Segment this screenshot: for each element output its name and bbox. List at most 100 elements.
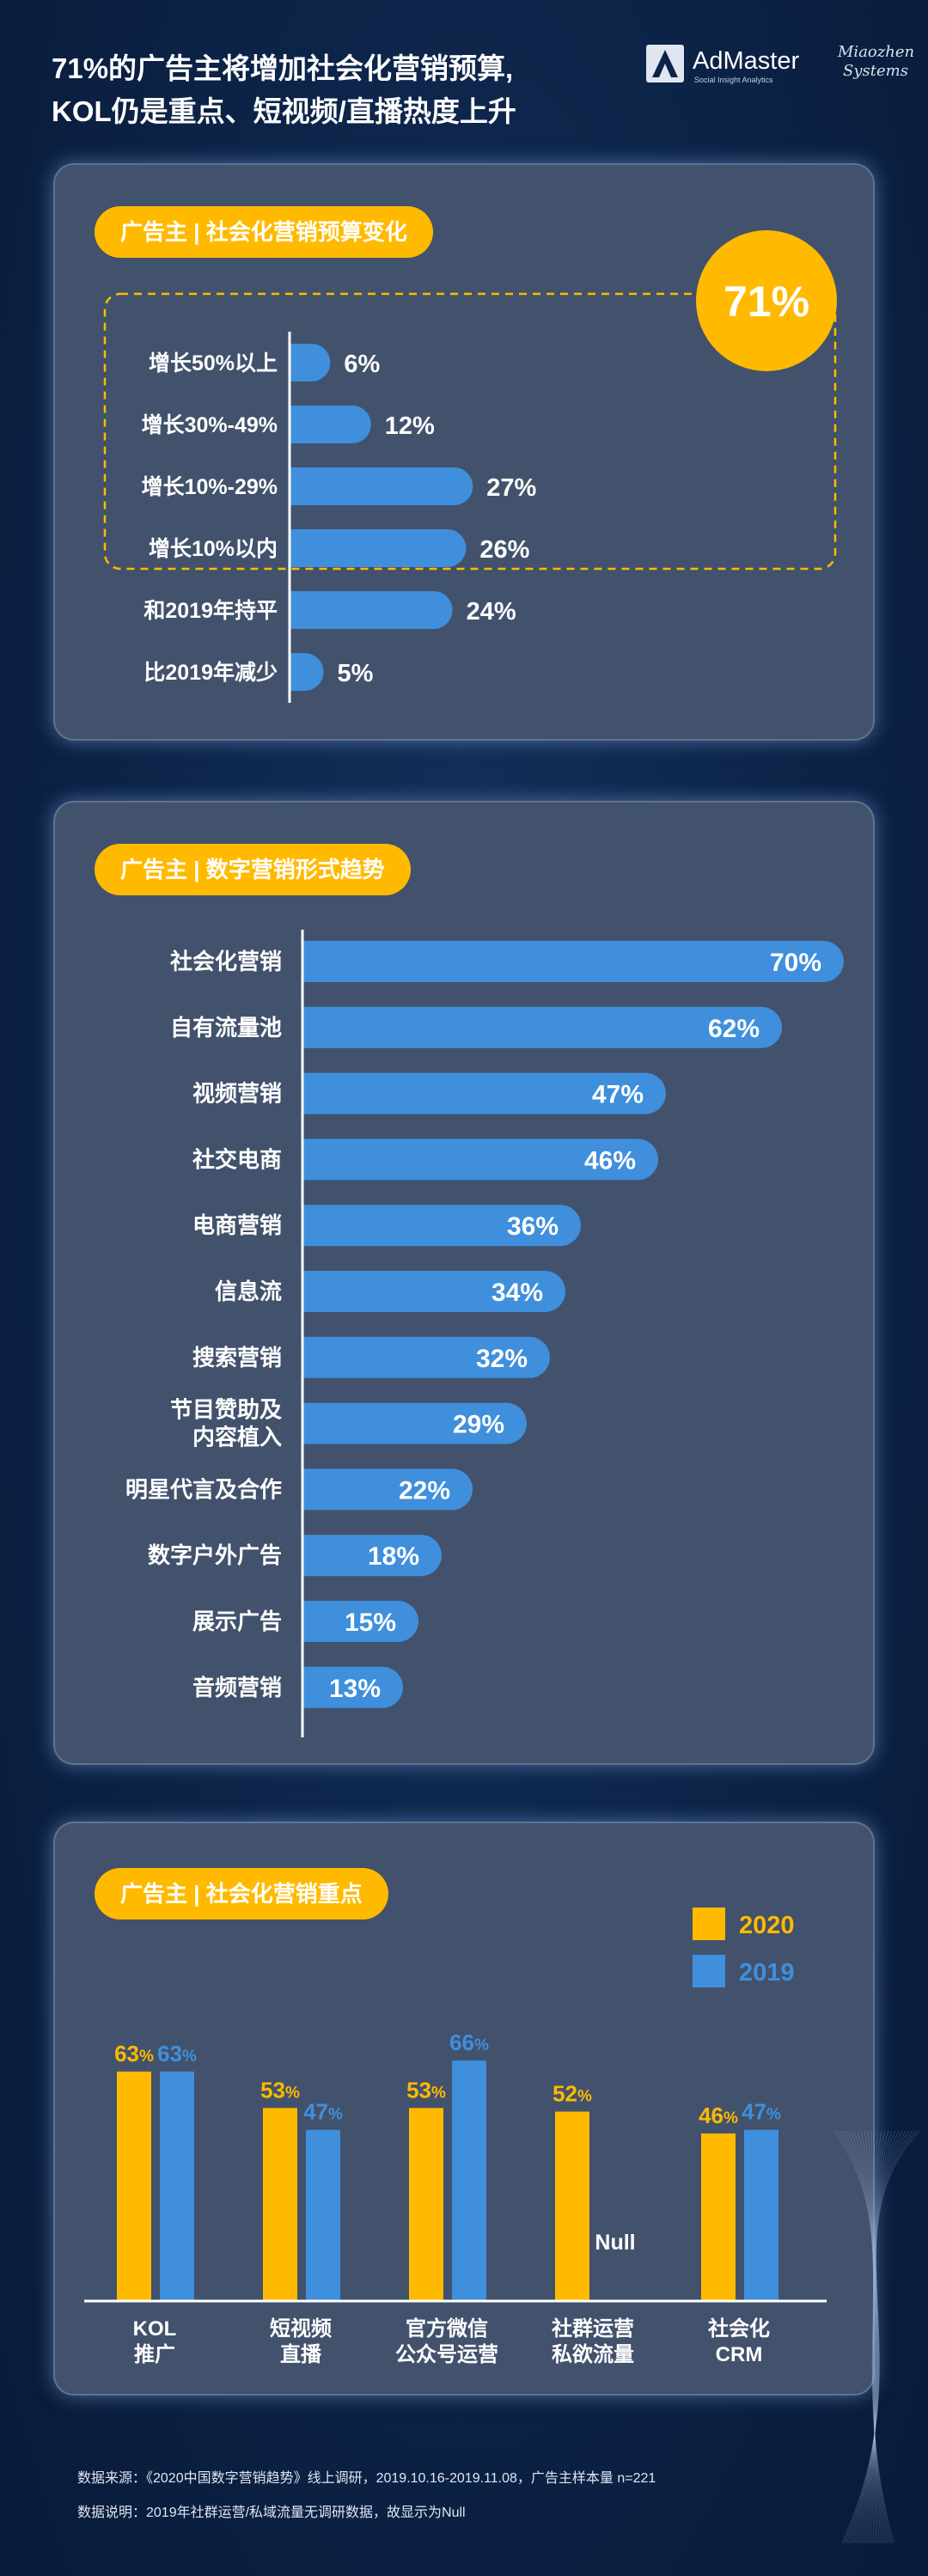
swirl-line xyxy=(843,2131,917,2543)
swirl-line xyxy=(864,2131,882,2543)
bar xyxy=(302,1205,581,1247)
swirl-line xyxy=(870,2131,876,2543)
budget-change-panel: 广告主 | 社会化营销预算变化 71% 增长50%以上 6% 增长30%-49% 12%… xyxy=(53,163,875,741)
bar xyxy=(302,1072,666,1114)
swirl-line xyxy=(847,2131,910,2543)
swirl-line xyxy=(856,2131,896,2543)
value-label: 32% xyxy=(476,1345,528,1373)
value-label: 53% xyxy=(406,2077,446,2103)
bar xyxy=(290,653,324,691)
swirl-line xyxy=(841,2131,920,2543)
bar xyxy=(302,1138,658,1181)
swirl-line xyxy=(868,2131,876,2543)
swirl-line xyxy=(857,2131,880,2543)
decorative-swirl xyxy=(833,2131,920,2543)
category-label: 和2019年持平 xyxy=(143,598,278,623)
category-label: 社群运营私欲流量 xyxy=(552,2317,634,2366)
bar xyxy=(302,1271,565,1312)
value-label: 63% xyxy=(114,2041,154,2066)
category-label: 社会化 CRM xyxy=(708,2317,770,2366)
legend-swatch xyxy=(693,1955,725,1987)
swirl-line xyxy=(853,2131,882,2543)
value-label: 34% xyxy=(491,1279,543,1307)
value-label: 24% xyxy=(467,598,516,626)
admaster-logo-text: AdMaster xyxy=(693,47,799,75)
swirl-line xyxy=(839,2131,890,2543)
bar xyxy=(452,2060,486,2301)
category-label: 增长30%-49% xyxy=(142,412,278,437)
value-label: 46% xyxy=(584,1146,636,1175)
budget-change-pill: 广告主 | 社会化营销预算变化 xyxy=(95,206,433,258)
category-label: 社交电商 xyxy=(192,1146,282,1172)
value-label: 26% xyxy=(479,536,529,564)
bar xyxy=(302,1666,403,1708)
category-label: KOL 推广 xyxy=(133,2317,177,2366)
callout-value: 71% xyxy=(723,278,809,326)
value-label: 47% xyxy=(742,2099,781,2125)
category-label: 增长10%-29% xyxy=(142,474,278,499)
value-label: 13% xyxy=(329,1675,381,1703)
bar xyxy=(302,1402,527,1444)
marketing-trend-pill: 广告主 | 数字营销形式趋势 xyxy=(95,844,411,895)
marketing-trend-chart: 社会化营销 70% 自有流量池 62% 视频营销 47% 社交电商 46% 电商营销 36% 信息流… xyxy=(125,930,844,1737)
bar xyxy=(744,2129,778,2301)
budget-change-chart: 71% 增长50%以上 6% 增长30%-49% 12% 增长10%-29% 27% 增长10… xyxy=(103,230,837,703)
category-label: 音频营销 xyxy=(192,1675,282,1700)
swirl-line xyxy=(852,2131,903,2543)
swirl-line xyxy=(836,2131,893,2543)
category-label: 短视频直播 xyxy=(270,2317,332,2366)
value-label: 29% xyxy=(453,1411,504,1439)
value-label: 18% xyxy=(368,1542,419,1571)
highlight-box xyxy=(103,292,837,571)
legend-label: 2020 xyxy=(739,1912,795,1939)
category-label: 节目赞助及内容植入 xyxy=(170,1397,282,1450)
swirl-line xyxy=(866,2131,879,2543)
swirl-line xyxy=(864,2131,876,2543)
bar xyxy=(701,2133,736,2301)
bar xyxy=(409,2108,443,2301)
bar xyxy=(117,2071,151,2301)
value-label: 22% xyxy=(399,1476,450,1505)
page-title-line1: 71%的广告主将增加社会化营销预算, xyxy=(52,52,514,84)
category-label: 信息流 xyxy=(215,1279,282,1304)
category-label: 官方微信公众号运营 xyxy=(395,2317,498,2366)
bar xyxy=(290,406,371,443)
value-label: 70% xyxy=(770,949,821,977)
value-label: 47% xyxy=(592,1081,644,1109)
swirl-line xyxy=(853,2131,900,2543)
category-label: 社会化营销 xyxy=(170,949,282,974)
category-label: 明星代言及合作 xyxy=(125,1476,282,1502)
source-footnote: 数据来源：《2020中国数字营销趋势》线上调研，2019.10.16-2019.… xyxy=(77,2471,656,2486)
category-label: 搜索营销 xyxy=(192,1345,282,1370)
admaster-logo: AdMaster Social Insight Analytics xyxy=(646,45,799,84)
swirl-line xyxy=(860,2131,878,2543)
bar xyxy=(302,1006,783,1048)
swirl-line xyxy=(850,2131,907,2543)
legend-swatch xyxy=(693,1908,725,1940)
value-label: 6% xyxy=(344,351,380,378)
bar xyxy=(302,1535,442,1577)
category-label: 展示广告 xyxy=(192,1608,282,1634)
value-label: 53% xyxy=(260,2077,300,2103)
bar xyxy=(306,2129,340,2301)
value-label: 12% xyxy=(385,412,435,440)
swirl-line xyxy=(860,2131,889,2543)
category-label: 增长10%以内 xyxy=(149,536,278,561)
swirl-line xyxy=(833,2131,894,2543)
marketing-trend-panel: 广告主 | 数字营销形式趋势 社会化营销 70% 自有流量池 62% 视频营销 47% 社交… xyxy=(53,801,875,1765)
swirl-line xyxy=(858,2131,893,2543)
swirl-line xyxy=(850,2131,884,2543)
bar xyxy=(263,2108,297,2301)
data-note-footnote: 数据说明：2019年社群运营/私域流量无调研数据，故显示为Null xyxy=(77,2506,466,2520)
swirl-line xyxy=(862,2131,886,2543)
callout-circle xyxy=(696,230,837,371)
category-label: 数字户外广告 xyxy=(148,1542,282,1568)
category-label: 电商营销 xyxy=(192,1212,282,1238)
value-label: 66% xyxy=(449,2030,489,2055)
social-focus-panel: 广告主 | 社会化营销重点 2020 2019 63% 63% KOL 推广 53% 47% 短… xyxy=(53,1822,875,2396)
page-title: 71%的广告主将增加社会化营销预算, KOL仍是重点、短视频/直播热度上升 xyxy=(52,47,516,133)
bar xyxy=(290,591,453,629)
miaozhen-logo-line1: Miaozhen xyxy=(838,43,915,61)
swirl-line xyxy=(867,2131,876,2543)
bar xyxy=(290,529,467,567)
